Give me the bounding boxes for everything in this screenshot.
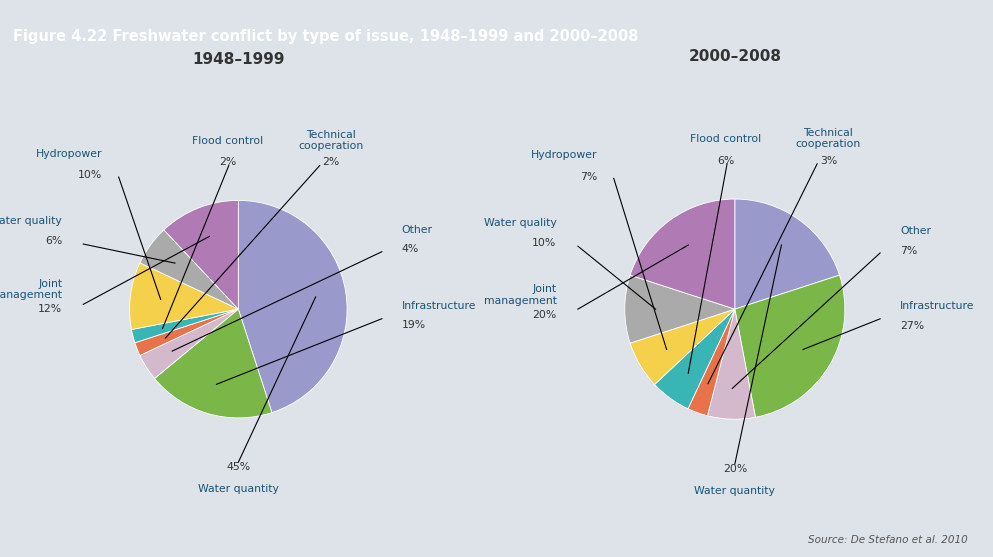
Wedge shape xyxy=(129,263,238,330)
Text: 19%: 19% xyxy=(401,320,426,330)
Wedge shape xyxy=(631,309,735,384)
Wedge shape xyxy=(631,199,735,309)
Text: 3%: 3% xyxy=(820,155,837,165)
Wedge shape xyxy=(707,309,756,419)
Text: 2%: 2% xyxy=(218,157,236,167)
Text: Flood control: Flood control xyxy=(192,135,263,145)
Text: Infrastructure: Infrastructure xyxy=(900,301,974,311)
Wedge shape xyxy=(140,230,238,309)
Text: 20%: 20% xyxy=(723,464,747,474)
Text: Other: Other xyxy=(900,226,930,236)
Text: 20%: 20% xyxy=(532,310,556,320)
Wedge shape xyxy=(688,309,735,416)
Text: Technical
cooperation: Technical cooperation xyxy=(298,130,363,152)
Text: 7%: 7% xyxy=(900,246,918,256)
Text: Water quantity: Water quantity xyxy=(198,483,279,494)
Title: 1948–1999: 1948–1999 xyxy=(192,52,285,67)
Text: 45%: 45% xyxy=(226,462,250,472)
Text: 12%: 12% xyxy=(38,304,63,314)
Text: 7%: 7% xyxy=(580,172,597,182)
Wedge shape xyxy=(735,275,845,417)
Wedge shape xyxy=(625,275,735,343)
Wedge shape xyxy=(735,199,839,309)
Text: 27%: 27% xyxy=(900,321,924,331)
Text: 6%: 6% xyxy=(45,236,63,246)
Wedge shape xyxy=(155,309,272,418)
Wedge shape xyxy=(238,201,348,413)
Text: Flood control: Flood control xyxy=(690,134,762,144)
Text: Hydropower: Hydropower xyxy=(530,150,597,160)
Text: Water quantity: Water quantity xyxy=(694,486,776,496)
Text: Water quality: Water quality xyxy=(484,218,556,228)
Text: Source: De Stefano et al. 2010: Source: De Stefano et al. 2010 xyxy=(808,535,968,545)
Wedge shape xyxy=(164,201,238,309)
Text: Other: Other xyxy=(401,224,433,234)
Wedge shape xyxy=(135,309,238,355)
Wedge shape xyxy=(140,309,238,378)
Text: 4%: 4% xyxy=(401,245,419,255)
Text: 2%: 2% xyxy=(322,157,340,167)
Text: 6%: 6% xyxy=(717,155,735,165)
Text: Hydropower: Hydropower xyxy=(36,149,102,159)
Title: 2000–2008: 2000–2008 xyxy=(688,50,781,64)
Text: Water quality: Water quality xyxy=(0,216,63,226)
Wedge shape xyxy=(131,309,238,343)
Text: Technical
cooperation: Technical cooperation xyxy=(795,128,861,149)
Text: Joint
management: Joint management xyxy=(484,284,556,306)
Text: 10%: 10% xyxy=(532,238,556,248)
Wedge shape xyxy=(654,309,735,409)
Text: Infrastructure: Infrastructure xyxy=(401,301,476,311)
Text: Figure 4.22 Freshwater conflict by type of issue, 1948–1999 and 2000–2008: Figure 4.22 Freshwater conflict by type … xyxy=(13,30,638,44)
Text: Joint
management: Joint management xyxy=(0,278,63,300)
Text: 10%: 10% xyxy=(78,170,102,180)
